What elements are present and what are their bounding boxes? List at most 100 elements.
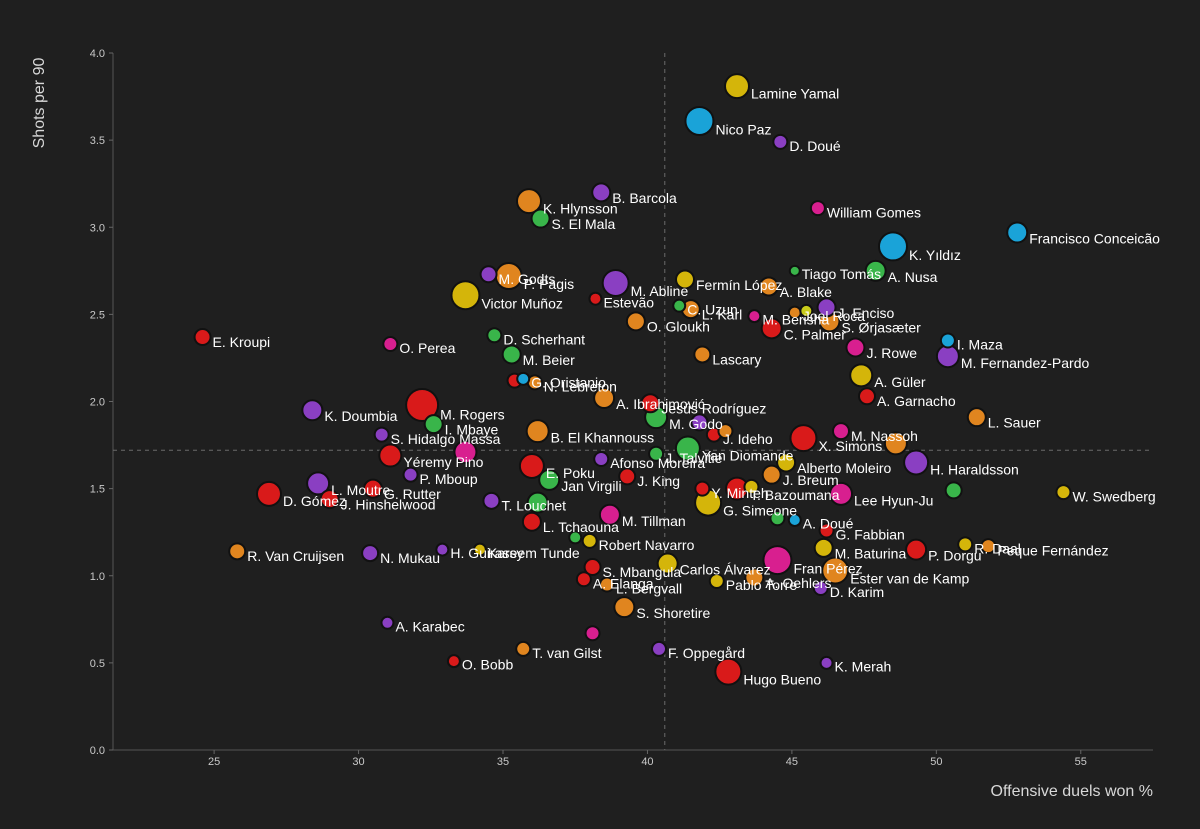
data-label: M. Godts [499,271,556,287]
data-point [788,264,801,277]
data-point [651,640,667,657]
data-label: K. Yıldız [909,247,961,263]
mean-lines [113,53,1153,750]
data-point [1055,484,1072,501]
data-label: Hugo Bueno [743,671,821,687]
data-point [402,466,419,483]
data-point [966,407,987,428]
data-point [479,265,498,284]
data-point [446,654,461,669]
data-label: D. Gómez [283,493,346,509]
x-tick-label: 35 [497,756,509,768]
data-label: A. Ibrahimović [616,396,705,412]
y-tick-label: 2.0 [90,397,105,409]
data-point [516,371,531,386]
data-point [761,464,782,485]
data-point [772,133,789,150]
data-label: T. Bazoumana [750,487,840,503]
data-label: K. Hlynsson [543,200,618,216]
data-point [301,399,324,422]
data-label: Yan Diomande [702,448,794,464]
data-point [581,532,598,549]
data-point [939,332,956,349]
data-label: J. Breum [783,472,839,488]
data-label: P. Mboup [420,471,478,487]
data-label: J. Hinshelwood [341,496,436,512]
data-label: J. King [637,473,680,489]
data-label: William Gomes [827,204,921,220]
axes: 0.0 0.5 1.0 1.5 2.0 2.5 3.0 3.5 4.0 25 30 35 40 45 50 5… [90,48,1153,768]
data-label: J. Rowe [866,345,917,361]
data-point [980,538,997,555]
data-label: O. Gloukh [647,319,710,335]
x-tick-label: 50 [930,756,942,768]
data-label: L. Moutre [331,482,390,498]
data-label: M. Rogers [440,407,505,423]
x-axis-title: Offensive duels won % [991,783,1153,800]
data-point [613,596,636,619]
data-label: J. Ideho [723,431,773,447]
data-label: X. Simons [818,438,882,454]
data-label: S. Ørjasæter [841,319,921,335]
data-point [625,311,646,332]
data-point [769,510,786,527]
data-point [516,188,542,215]
data-point [599,576,615,593]
data-point [583,558,602,577]
data-point [501,344,522,365]
data-point [618,467,637,486]
data-label: A. Karabec [395,618,464,634]
data-label: M. Baturina [835,545,907,561]
data-label: L. Karl [702,307,742,323]
data-label: Fran Pérez [793,560,862,576]
data-point [858,387,876,406]
data-label: Lascary [712,351,761,367]
data-point [382,335,399,352]
data-label: D. Scherhant [503,331,585,347]
data-label: Yéremy Pino [403,454,483,470]
data-label: Ester van de Kamp [850,570,969,586]
data-label: S. Mbangula [603,564,682,580]
data-point [423,414,444,435]
data-point [306,471,331,496]
data-label: Jesús Rodríguez [661,401,766,417]
data-label: Joel Roca [803,308,865,324]
data-point [812,579,829,596]
data-label: Alberto Moleiro [797,460,891,476]
data-point [905,538,928,561]
data-point [832,422,850,441]
data-label: D. Doué [789,138,841,154]
x-tick-label: 40 [641,756,653,768]
data-point [378,443,403,468]
data-point [821,556,850,585]
data-point [690,413,709,432]
data-label: Afonso Moreira [610,455,705,471]
data-label: L. Bergvall [616,581,682,597]
data-label: M. Abline [631,283,689,299]
data-point [674,435,701,462]
data-label: P. Dorgu [928,548,981,564]
y-tick-label: 1.0 [90,571,105,583]
data-label: R. Daal [974,541,1021,557]
data-label: S. Hidalgo Massa [391,431,501,447]
data-label: E. Poku [546,465,595,481]
data-point [776,452,797,473]
y-tick-label: 2.5 [90,309,105,321]
data-label: Kareem Tunde [488,545,580,561]
data-point [744,567,765,588]
data-label: O. Bobb [462,657,514,673]
data-label: A. Elanga [593,575,654,591]
data-point [515,640,532,657]
data-label: P. Pagis [524,276,574,292]
data-label: M. Fernandez-Pardo [961,355,1090,371]
y-tick-label: 1.5 [90,484,105,496]
data-point [799,303,814,318]
data-points [193,73,1072,686]
data-point [575,571,592,588]
y-axis-title: Shots per 90 [31,58,48,149]
data-point [684,105,715,136]
data-point [363,478,383,499]
data-point [526,491,549,514]
